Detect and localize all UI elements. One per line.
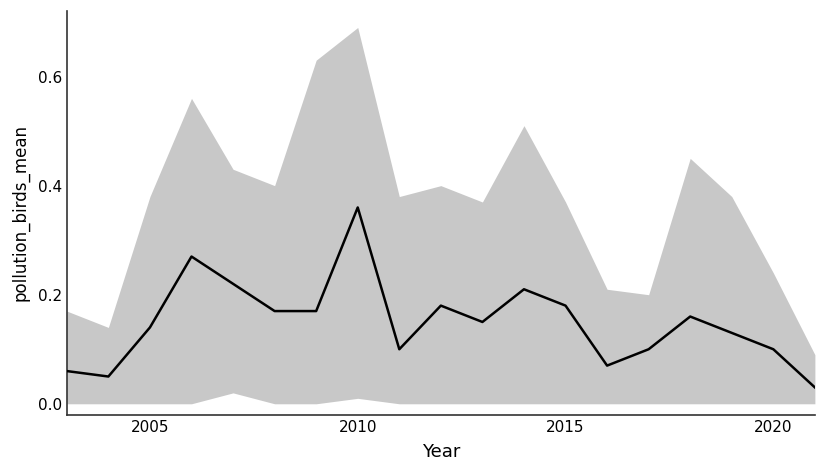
Y-axis label: pollution_birds_mean: pollution_birds_mean	[11, 125, 30, 302]
X-axis label: Year: Year	[421, 443, 460, 461]
